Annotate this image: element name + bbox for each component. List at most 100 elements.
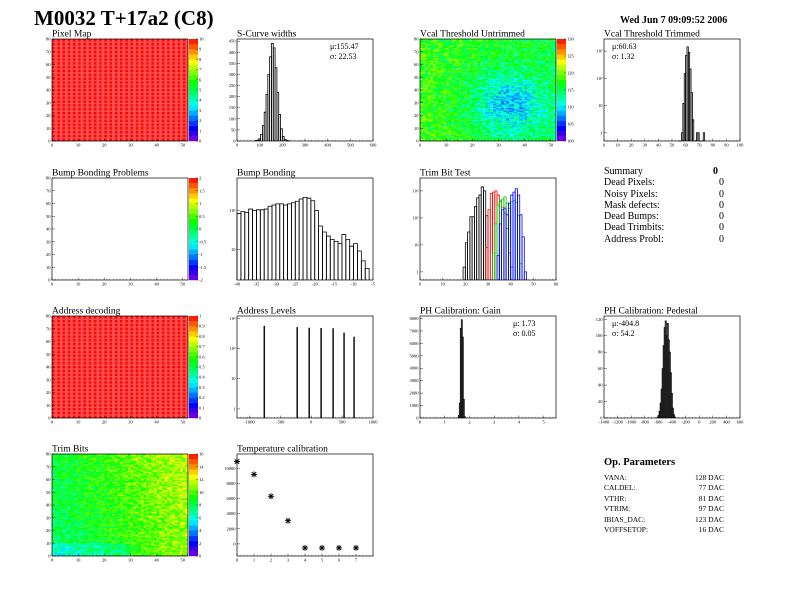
heatmap-cell [115, 124, 118, 125]
heatmap-cell [70, 58, 73, 59]
heatmap-cell [420, 52, 423, 53]
heatmap-cell [81, 116, 84, 117]
heatmap-cell [99, 87, 102, 88]
heatmap-cell [128, 76, 131, 77]
heatmap-cell [78, 122, 81, 123]
heatmap-cell [423, 105, 426, 106]
heatmap-cell [102, 126, 105, 127]
heatmap-cell [136, 136, 139, 137]
heatmap-cell [57, 65, 60, 66]
heatmap-cell [164, 127, 167, 128]
heatmap-cell [102, 81, 105, 82]
heatmap-cell [172, 56, 175, 57]
heatmap-cell [70, 42, 73, 43]
heatmap-cell [138, 137, 141, 138]
heatmap-cell [99, 121, 102, 122]
heatmap-cell [178, 109, 181, 110]
heatmap-cell [120, 76, 123, 77]
heatmap-cell [136, 127, 139, 128]
heatmap-cell [159, 138, 162, 139]
heatmap-cell [175, 71, 178, 72]
heatmap-cell [183, 58, 186, 59]
heatmap-cell [170, 105, 173, 106]
heatmap-cell [175, 77, 178, 78]
heatmap-cell [125, 127, 128, 128]
heatmap-cell [60, 133, 63, 134]
heatmap-cell [157, 48, 160, 49]
heatmap-cell [138, 107, 141, 108]
heatmap-cell [183, 132, 186, 133]
heatmap-cell [117, 109, 120, 110]
heatmap-cell [436, 113, 439, 114]
heatmap-cell [433, 121, 436, 122]
heatmap-cell [164, 122, 167, 123]
heatmap-cell [117, 119, 120, 120]
heatmap-cell [112, 127, 115, 128]
heatmap-cell [428, 122, 431, 123]
heatmap-cell [438, 123, 441, 124]
heatmap-cell [144, 109, 147, 110]
heatmap-cell [128, 91, 131, 92]
heatmap-cell [115, 95, 118, 96]
heatmap-cell [164, 44, 167, 45]
heatmap-cell [149, 127, 152, 128]
heatmap-cell [112, 119, 115, 120]
heatmap-cell [76, 91, 79, 92]
heatmap-cell [149, 53, 152, 54]
heatmap-cell [78, 63, 81, 64]
heatmap-cell [89, 77, 92, 78]
heatmap-cell [112, 135, 115, 136]
heatmap-cell [112, 77, 115, 78]
heatmap-cell [420, 137, 423, 138]
heatmap-cell [430, 58, 433, 59]
heatmap-cell [123, 59, 126, 60]
heatmap-cell [112, 53, 115, 54]
heatmap-cell [162, 105, 165, 106]
heatmap-cell [154, 100, 157, 101]
heatmap-cell [68, 56, 71, 57]
heatmap-cell [120, 77, 123, 78]
heatmap-cell [123, 93, 126, 94]
heatmap-cell [99, 93, 102, 94]
heatmap-cell [423, 131, 426, 132]
heatmap-cell [91, 76, 94, 77]
heatmap-cell [159, 122, 162, 123]
heatmap-cell [78, 45, 81, 46]
heatmap-cell [117, 42, 120, 43]
heatmap-cell [130, 94, 133, 95]
heatmap-cell [136, 76, 139, 77]
heatmap-cell [164, 105, 167, 106]
heatmap-cell [141, 54, 144, 55]
heatmap-cell [125, 95, 128, 96]
heatmap-cell [133, 81, 136, 82]
heatmap-cell [107, 47, 110, 48]
heatmap-cell [104, 63, 107, 64]
heatmap-cell [78, 135, 81, 136]
heatmap-cell [175, 89, 178, 90]
heatmap-cell [425, 47, 428, 48]
heatmap-cell [117, 130, 120, 131]
heatmap-cell [138, 123, 141, 124]
heatmap-cell [65, 133, 68, 134]
heatmap-cell [436, 54, 439, 55]
heatmap-cell [133, 133, 136, 134]
heatmap-cell [149, 65, 152, 66]
heatmap-cell [430, 112, 433, 113]
heatmap-cell [167, 86, 170, 87]
heatmap-cell [425, 112, 428, 113]
heatmap-cell [96, 70, 99, 71]
heatmap-cell [62, 49, 65, 50]
heatmap-cell [172, 82, 175, 83]
heatmap-cell [130, 56, 133, 57]
heatmap-cell [110, 90, 113, 91]
heatmap-cell [146, 100, 149, 101]
heatmap-cell [154, 73, 157, 74]
heatmap-cell [167, 50, 170, 51]
heatmap-cell [55, 73, 58, 74]
heatmap-cell [107, 136, 110, 137]
heatmap-cell [170, 113, 173, 114]
heatmap-cell [81, 43, 84, 44]
heatmap-cell [81, 127, 84, 128]
heatmap-cell [436, 84, 439, 85]
heatmap-cell [157, 127, 160, 128]
